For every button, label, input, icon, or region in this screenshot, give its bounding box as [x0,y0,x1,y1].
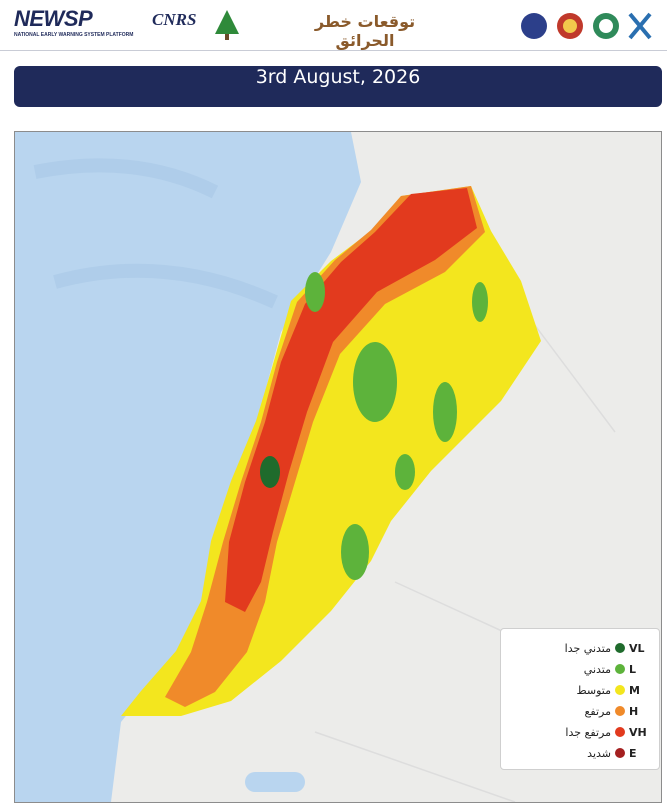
legend-code: L [629,662,637,676]
page-title: توقعات خطر الحرائق [314,12,416,50]
cnrs-logo: CNRS [152,10,197,29]
legend-swatch [615,643,625,653]
legend-label: مرتفع جدا [565,725,611,739]
risk-patch [472,282,488,322]
legend-swatch [615,727,625,737]
risk-patch [305,272,325,312]
risk-patch [353,342,397,422]
risk-patch [260,456,280,488]
risk-patch [341,524,369,580]
legend-code: H [629,704,639,718]
legend-item: متدني L [584,659,649,679]
risk-zones [121,186,541,716]
legend-swatch [615,706,625,716]
legend: متدني جدا VL متدني L متوسط M مرتفع H مرتفع جدا VH… [500,628,660,770]
legend-label: متدني [583,662,611,676]
legend-item: مرتفع H [585,701,649,721]
legend-code: M [629,683,640,697]
legend-item: متدني جدا VL [565,638,649,658]
legend-label: شديد [587,746,611,760]
partner-logos [521,12,652,40]
header: NEWSP NATIONAL EARLY WARNING SYSTEM PLAT… [0,0,667,51]
legend-code: E [629,746,637,760]
legend-code: VH [629,725,647,739]
legend-swatch [615,664,625,674]
date-bar: 3rd August, 2026 [14,66,662,107]
legend-swatch [615,748,625,758]
legend-swatch [615,685,625,695]
legend-item: شديد E [587,743,649,763]
logo-subtitle: NATIONAL EARLY WARNING SYSTEM PLATFORM [14,32,134,38]
legend-label: متدني جدا [564,641,611,655]
logo-text: NEWSP [14,6,93,31]
cedar-logo [215,10,239,40]
risk-patch [433,382,457,442]
legend-code: VL [629,641,645,655]
legend-label: متوسط [576,683,611,697]
legend-item: مرتفع جدا VH [565,722,649,742]
legend-label: مرتفع [584,704,611,718]
risk-patch [395,454,415,490]
legend-item: متوسط M [576,680,649,700]
lebanon-vh [225,188,477,612]
